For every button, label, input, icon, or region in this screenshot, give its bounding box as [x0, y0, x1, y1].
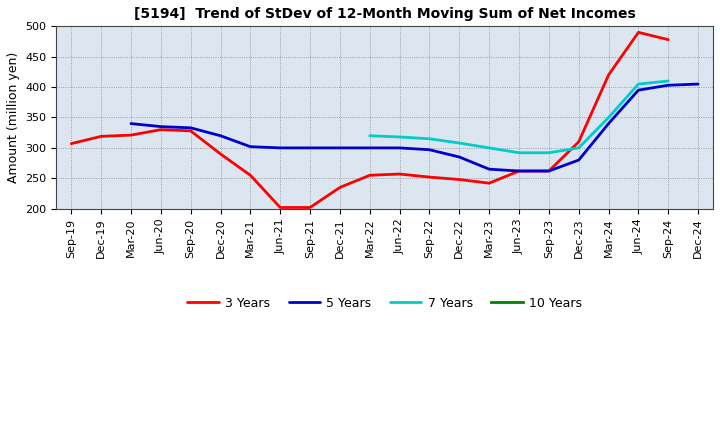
3 Years — [336, 185, 344, 190]
5 Years — [604, 121, 613, 126]
3 Years — [246, 172, 255, 178]
5 Years — [216, 133, 225, 138]
5 Years — [127, 121, 135, 126]
Line: 3 Years: 3 Years — [71, 33, 668, 208]
7 Years — [455, 140, 464, 146]
5 Years — [366, 145, 374, 150]
7 Years — [544, 150, 553, 155]
Y-axis label: Amount (million yen): Amount (million yen) — [7, 52, 20, 183]
Line: 5 Years: 5 Years — [131, 84, 698, 171]
5 Years — [664, 83, 672, 88]
7 Years — [634, 81, 643, 87]
3 Years — [366, 172, 374, 178]
3 Years — [276, 205, 284, 210]
5 Years — [156, 124, 165, 129]
5 Years — [544, 169, 553, 174]
3 Years — [664, 37, 672, 42]
3 Years — [156, 127, 165, 132]
5 Years — [425, 147, 433, 152]
5 Years — [186, 125, 195, 131]
5 Years — [575, 158, 583, 163]
5 Years — [246, 144, 255, 149]
5 Years — [515, 169, 523, 174]
5 Years — [485, 167, 493, 172]
5 Years — [455, 154, 464, 160]
3 Years — [186, 128, 195, 133]
3 Years — [634, 30, 643, 35]
Line: 7 Years: 7 Years — [370, 81, 668, 153]
5 Years — [395, 145, 404, 150]
5 Years — [336, 145, 344, 150]
7 Years — [425, 136, 433, 141]
3 Years — [455, 177, 464, 182]
3 Years — [485, 180, 493, 186]
3 Years — [544, 169, 553, 174]
7 Years — [604, 115, 613, 120]
3 Years — [395, 172, 404, 177]
3 Years — [425, 174, 433, 180]
7 Years — [395, 134, 404, 139]
3 Years — [604, 72, 613, 77]
3 Years — [67, 141, 76, 146]
Legend: 3 Years, 5 Years, 7 Years, 10 Years: 3 Years, 5 Years, 7 Years, 10 Years — [182, 292, 587, 315]
3 Years — [515, 169, 523, 174]
3 Years — [575, 139, 583, 144]
7 Years — [485, 145, 493, 150]
5 Years — [694, 81, 703, 87]
3 Years — [96, 134, 105, 139]
Title: [5194]  Trend of StDev of 12-Month Moving Sum of Net Incomes: [5194] Trend of StDev of 12-Month Moving… — [134, 7, 636, 21]
5 Years — [276, 145, 284, 150]
3 Years — [127, 132, 135, 138]
3 Years — [306, 205, 315, 210]
5 Years — [306, 145, 315, 150]
5 Years — [634, 88, 643, 93]
7 Years — [575, 145, 583, 150]
7 Years — [366, 133, 374, 138]
7 Years — [664, 78, 672, 84]
7 Years — [515, 150, 523, 155]
3 Years — [216, 151, 225, 157]
